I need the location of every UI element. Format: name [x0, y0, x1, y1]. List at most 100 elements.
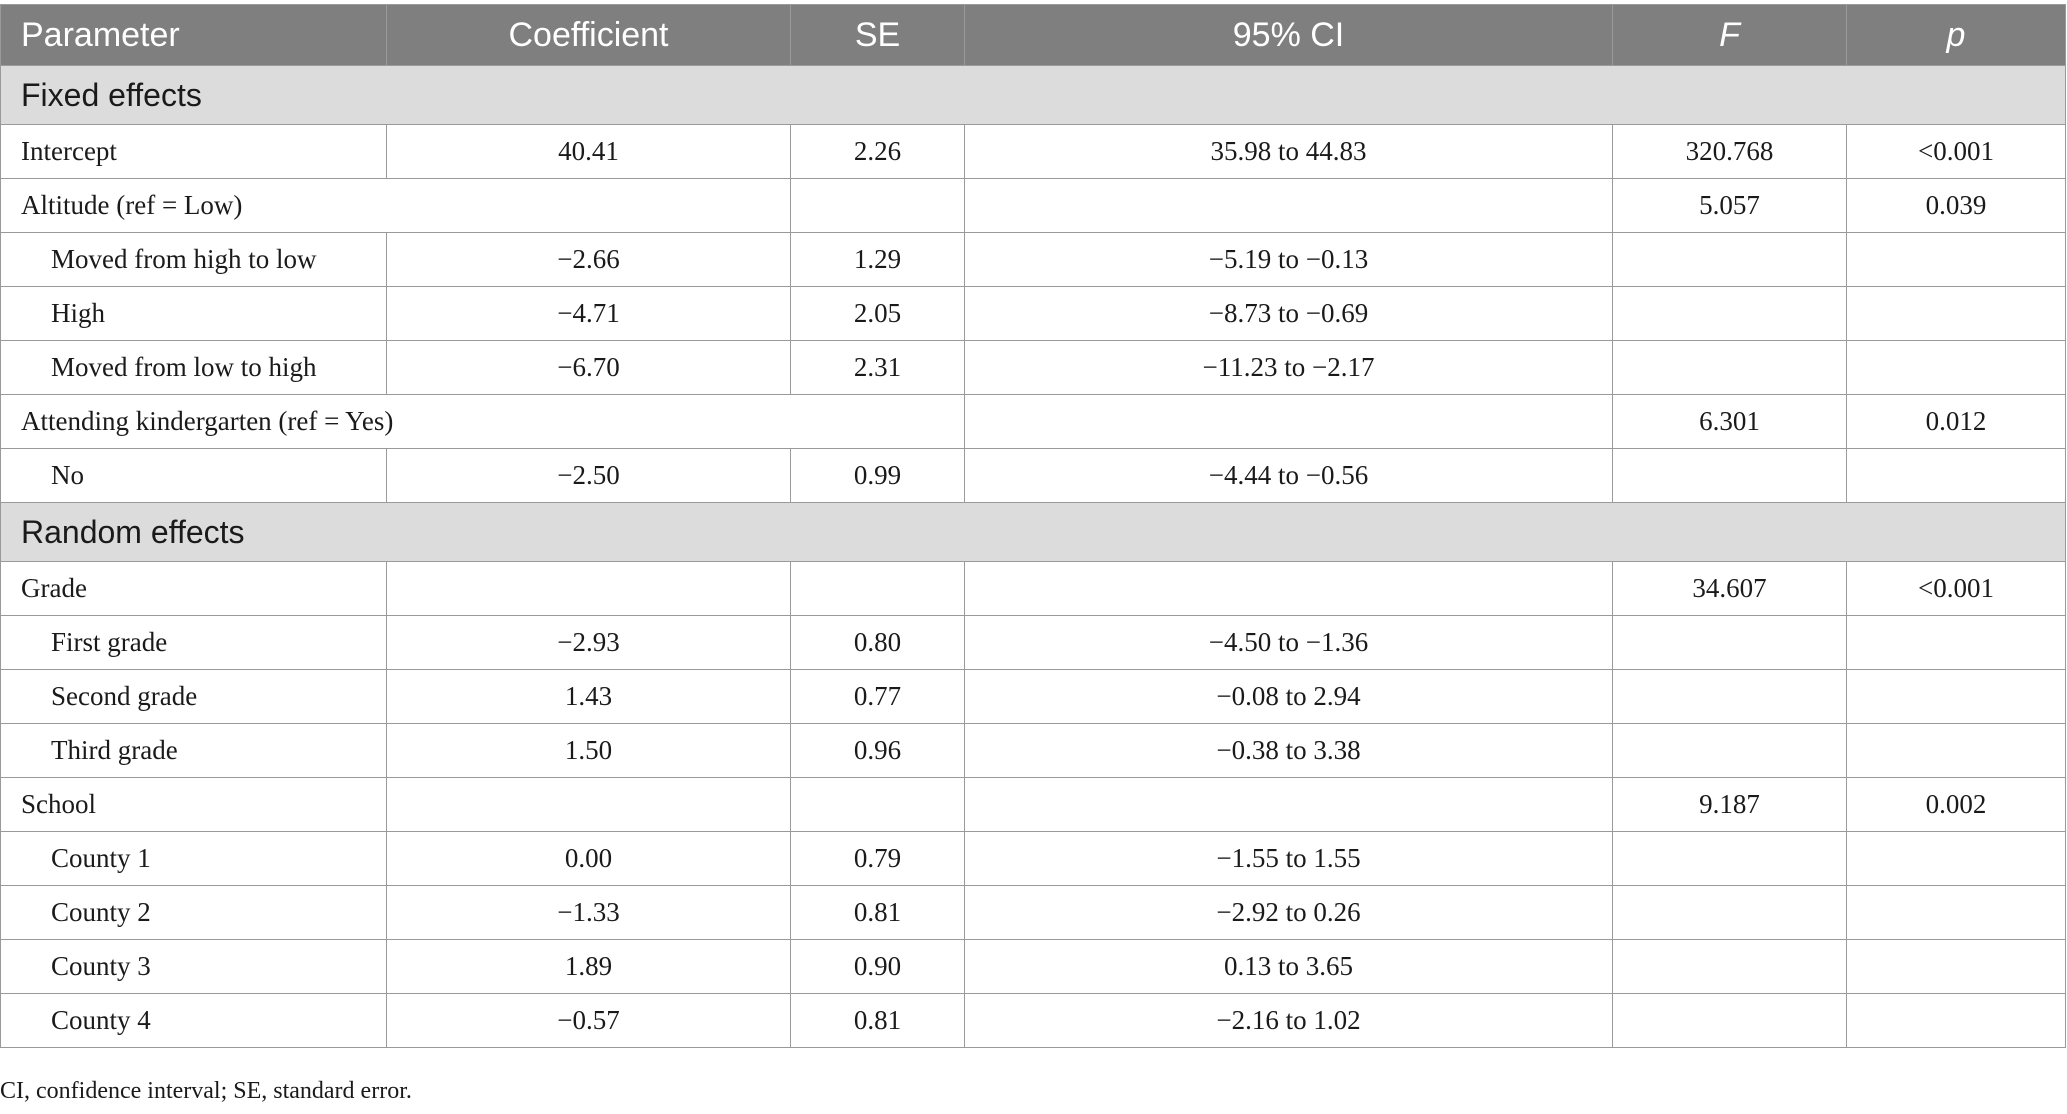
cell-se: 2.05	[790, 286, 965, 341]
cell-coefficient: −2.50	[386, 448, 791, 503]
cell-coefficient: −2.66	[386, 232, 791, 287]
cell-coefficient: 1.43	[386, 669, 791, 724]
header-parameter: Parameter	[0, 4, 387, 66]
cell-coefficient: 1.89	[386, 939, 791, 994]
cell-se: 0.80	[790, 615, 965, 670]
cell-parameter: County 1	[0, 831, 387, 886]
cell-se: 0.81	[790, 885, 965, 940]
cell-se: 2.26	[790, 124, 965, 179]
cell-p	[1846, 723, 2066, 778]
cell-se: 0.90	[790, 939, 965, 994]
cell-f: 5.057	[1612, 178, 1847, 233]
cell-f	[1612, 939, 1847, 994]
header-ci: 95% CI	[964, 4, 1613, 66]
cell-se: 0.99	[790, 448, 965, 503]
cell-p	[1846, 993, 2066, 1048]
cell-f	[1612, 885, 1847, 940]
cell-parameter: High	[0, 286, 387, 341]
cell-ci: −0.38 to 3.38	[964, 723, 1613, 778]
table-footnote: CI, confidence interval; SE, standard er…	[0, 1078, 412, 1104]
cell-f	[1612, 615, 1847, 670]
table-row: County 1 0.00 0.79 −1.55 to 1.55	[0, 831, 2066, 886]
section-title: Fixed effects	[0, 65, 2066, 125]
cell-parameter: County 4	[0, 993, 387, 1048]
cell-coefficient: −0.57	[386, 993, 791, 1048]
cell-f	[1612, 448, 1847, 503]
header-coefficient: Coefficient	[386, 4, 791, 66]
table-row: County 2 −1.33 0.81 −2.92 to 0.26	[0, 885, 2066, 940]
cell-parameter: Attending kindergarten (ref = Yes)	[0, 394, 965, 449]
cell-f	[1612, 723, 1847, 778]
cell-ci: −0.08 to 2.94	[964, 669, 1613, 724]
cell-ci: −4.50 to −1.36	[964, 615, 1613, 670]
cell-p: 0.002	[1846, 777, 2066, 832]
cell-parameter: Third grade	[0, 723, 387, 778]
cell-p	[1846, 669, 2066, 724]
table-row: Intercept 40.41 2.26 35.98 to 44.83 320.768 <…	[0, 124, 2066, 179]
section-header-row: Fixed effects	[0, 65, 2066, 125]
cell-coefficient: −4.71	[386, 286, 791, 341]
cell-ci	[964, 777, 1613, 832]
table-row: Grade 34.607 <0.001	[0, 561, 2066, 616]
cell-coefficient: 40.41	[386, 124, 791, 179]
cell-ci: 35.98 to 44.83	[964, 124, 1613, 179]
cell-f	[1612, 669, 1847, 724]
header-f: F	[1612, 4, 1847, 66]
cell-f: 6.301	[1612, 394, 1847, 449]
cell-f	[1612, 286, 1847, 341]
cell-parameter: No	[0, 448, 387, 503]
section-title: Random effects	[0, 502, 2066, 562]
cell-coefficient	[386, 777, 791, 832]
cell-p	[1846, 448, 2066, 503]
cell-coefficient	[386, 561, 791, 616]
cell-ci	[964, 394, 1613, 449]
cell-p: 0.039	[1846, 178, 2066, 233]
cell-se: 0.81	[790, 993, 965, 1048]
cell-parameter: First grade	[0, 615, 387, 670]
cell-p: 0.012	[1846, 394, 2066, 449]
cell-ci: −2.92 to 0.26	[964, 885, 1613, 940]
header-p: p	[1846, 4, 2066, 66]
table-row: No −2.50 0.99 −4.44 to −0.56	[0, 448, 2066, 503]
header-se: SE	[790, 4, 965, 66]
cell-coefficient: −2.93	[386, 615, 791, 670]
table-row: Moved from high to low −2.66 1.29 −5.19 to …	[0, 232, 2066, 287]
results-table: Parameter Coefficient SE 95% CI F p Fixe…	[0, 4, 2066, 1048]
cell-coefficient: 0.00	[386, 831, 791, 886]
cell-p	[1846, 885, 2066, 940]
cell-p: <0.001	[1846, 124, 2066, 179]
table-row: School 9.187 0.002	[0, 777, 2066, 832]
table-row: Second grade 1.43 0.77 −0.08 to 2.94	[0, 669, 2066, 724]
table-row: Third grade 1.50 0.96 −0.38 to 3.38	[0, 723, 2066, 778]
cell-se	[790, 777, 965, 832]
table-row: County 3 1.89 0.90 0.13 to 3.65	[0, 939, 2066, 994]
table-row: County 4 −0.57 0.81 −2.16 to 1.02	[0, 993, 2066, 1048]
section-header-row: Random effects	[0, 502, 2066, 562]
table-row: Attending kindergarten (ref = Yes) 6.301 0…	[0, 394, 2066, 449]
cell-se: 0.79	[790, 831, 965, 886]
cell-ci: −2.16 to 1.02	[964, 993, 1613, 1048]
cell-se	[790, 178, 965, 233]
cell-ci	[964, 561, 1613, 616]
cell-ci: 0.13 to 3.65	[964, 939, 1613, 994]
cell-parameter: County 2	[0, 885, 387, 940]
cell-p	[1846, 831, 2066, 886]
cell-parameter: Second grade	[0, 669, 387, 724]
cell-parameter: Intercept	[0, 124, 387, 179]
header-row: Parameter Coefficient SE 95% CI F p	[0, 4, 2066, 66]
cell-f	[1612, 232, 1847, 287]
results-table-container: Parameter Coefficient SE 95% CI F p Fixe…	[0, 4, 2067, 1048]
cell-se: 0.96	[790, 723, 965, 778]
cell-ci: −11.23 to −2.17	[964, 340, 1613, 395]
cell-se: 1.29	[790, 232, 965, 287]
table-row: Moved from low to high −6.70 2.31 −11.23 to…	[0, 340, 2066, 395]
cell-ci: −1.55 to 1.55	[964, 831, 1613, 886]
cell-p	[1846, 340, 2066, 395]
table-row: First grade −2.93 0.80 −4.50 to −1.36	[0, 615, 2066, 670]
cell-f	[1612, 340, 1847, 395]
cell-parameter: Altitude (ref = Low)	[0, 178, 791, 233]
cell-parameter: County 3	[0, 939, 387, 994]
cell-f	[1612, 831, 1847, 886]
cell-coefficient: −6.70	[386, 340, 791, 395]
cell-ci: −4.44 to −0.56	[964, 448, 1613, 503]
